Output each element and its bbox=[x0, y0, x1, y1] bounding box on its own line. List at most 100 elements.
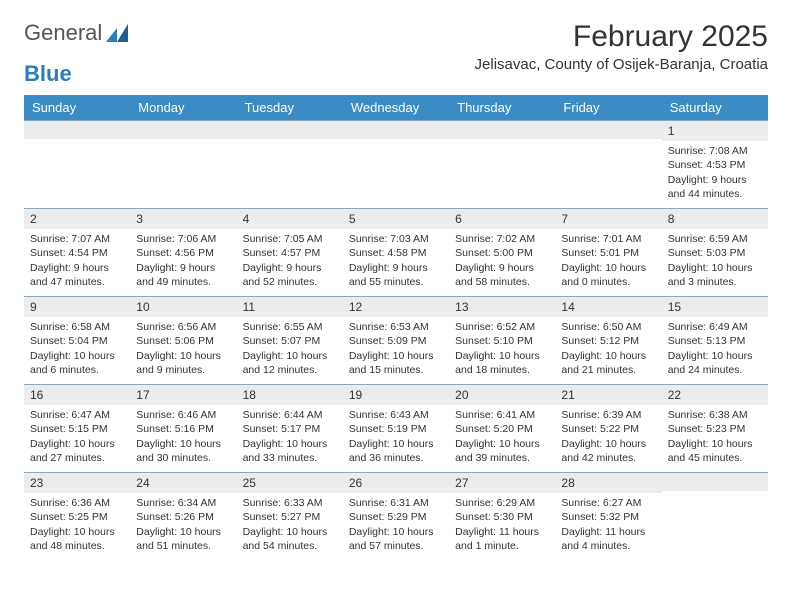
day-number bbox=[343, 121, 449, 139]
cell-daylight2: and 51 minutes. bbox=[136, 539, 230, 553]
cell-daylight1: Daylight: 10 hours bbox=[349, 525, 443, 539]
cell-sunset: Sunset: 5:23 PM bbox=[668, 422, 762, 436]
cell-daylight1: Daylight: 9 hours bbox=[30, 261, 124, 275]
cell-sunset: Sunset: 5:13 PM bbox=[668, 334, 762, 348]
cell-sunset: Sunset: 4:58 PM bbox=[349, 246, 443, 260]
calendar-cell: 20Sunrise: 6:41 AMSunset: 5:20 PMDayligh… bbox=[449, 384, 555, 472]
calendar-cell: 11Sunrise: 6:55 AMSunset: 5:07 PMDayligh… bbox=[237, 296, 343, 384]
calendar-cell: 10 Sunrise: 6:56 AMSunset: 5:06 PMDayligh… bbox=[130, 296, 236, 384]
logo-text-a: General bbox=[24, 20, 102, 46]
cell-sunset: Sunset: 5:12 PM bbox=[561, 334, 655, 348]
cell-daylight2: and 12 minutes. bbox=[243, 363, 337, 377]
calendar-cell: 13Sunrise: 6:52 AMSunset: 5:10 PMDayligh… bbox=[449, 296, 555, 384]
cell-daylight2: and 4 minutes. bbox=[561, 539, 655, 553]
cell-sunrise: Sunrise: 6:55 AM bbox=[243, 320, 337, 334]
cell-daylight2: and 33 minutes. bbox=[243, 451, 337, 465]
cell-daylight1: Daylight: 10 hours bbox=[668, 349, 762, 363]
cell-daylight2: and 49 minutes. bbox=[136, 275, 230, 289]
day-number: 20 bbox=[449, 385, 555, 405]
calendar-cell: 19Sunrise: 6:43 AMSunset: 5:19 PMDayligh… bbox=[343, 384, 449, 472]
calendar-cell: 18Sunrise: 6:44 AMSunset: 5:17 PMDayligh… bbox=[237, 384, 343, 472]
cell-sunset: Sunset: 4:54 PM bbox=[30, 246, 124, 260]
cell-daylight2: and 45 minutes. bbox=[668, 451, 762, 465]
cell-sunset: Sunset: 5:04 PM bbox=[30, 334, 124, 348]
cell-daylight2: and 24 minutes. bbox=[668, 363, 762, 377]
calendar-cell: 1Sunrise: 7:08 AMSunset: 4:53 PMDaylight… bbox=[662, 120, 768, 208]
day-number: 7 bbox=[555, 209, 661, 229]
cell-sunset: Sunset: 4:56 PM bbox=[136, 246, 230, 260]
calendar-cell: 28Sunrise: 6:27 AMSunset: 5:32 PMDayligh… bbox=[555, 472, 661, 560]
weekday-mon: Monday bbox=[130, 95, 236, 120]
day-number: 21 bbox=[555, 385, 661, 405]
cell-sunset: Sunset: 5:32 PM bbox=[561, 510, 655, 524]
cell-sunset: Sunset: 5:10 PM bbox=[455, 334, 549, 348]
cell-sunset: Sunset: 5:09 PM bbox=[349, 334, 443, 348]
day-number: 6 bbox=[449, 209, 555, 229]
cell-sunrise: Sunrise: 6:39 AM bbox=[561, 408, 655, 422]
calendar-cell bbox=[130, 120, 236, 208]
cell-daylight2: and 0 minutes. bbox=[561, 275, 655, 289]
cell-daylight1: Daylight: 10 hours bbox=[243, 437, 337, 451]
cell-daylight2: and 36 minutes. bbox=[349, 451, 443, 465]
calendar-cell: 9Sunrise: 6:58 AMSunset: 5:04 PMDaylight… bbox=[24, 296, 130, 384]
cell-daylight2: and 44 minutes. bbox=[668, 187, 762, 201]
cell-daylight2: and 54 minutes. bbox=[243, 539, 337, 553]
day-number: 15 bbox=[662, 297, 768, 317]
day-number: 13 bbox=[449, 297, 555, 317]
day-number: 23 bbox=[24, 473, 130, 493]
day-number: 25 bbox=[237, 473, 343, 493]
cell-daylight1: Daylight: 10 hours bbox=[455, 437, 549, 451]
cell-daylight1: Daylight: 10 hours bbox=[561, 261, 655, 275]
weekday-sat: Saturday bbox=[662, 95, 768, 120]
day-number: 11 bbox=[237, 297, 343, 317]
weekday-wed: Wednesday bbox=[343, 95, 449, 120]
calendar-cell bbox=[24, 120, 130, 208]
cell-daylight1: Daylight: 11 hours bbox=[455, 525, 549, 539]
weekday-tue: Tuesday bbox=[237, 95, 343, 120]
calendar-cell: 23Sunrise: 6:36 AMSunset: 5:25 PMDayligh… bbox=[24, 472, 130, 560]
month-title: February 2025 bbox=[475, 20, 768, 54]
cell-sunrise: Sunrise: 6:33 AM bbox=[243, 496, 337, 510]
cell-sunset: Sunset: 5:29 PM bbox=[349, 510, 443, 524]
cell-sunset: Sunset: 5:27 PM bbox=[243, 510, 337, 524]
cell-daylight1: Daylight: 10 hours bbox=[136, 525, 230, 539]
cell-daylight2: and 9 minutes. bbox=[136, 363, 230, 377]
cell-sunrise: Sunrise: 6:29 AM bbox=[455, 496, 549, 510]
cell-daylight2: and 18 minutes. bbox=[455, 363, 549, 377]
calendar-cell: 16Sunrise: 6:47 AMSunset: 5:15 PMDayligh… bbox=[24, 384, 130, 472]
calendar-cell: 27Sunrise: 6:29 AMSunset: 5:30 PMDayligh… bbox=[449, 472, 555, 560]
cell-sunrise: Sunrise: 6:34 AM bbox=[136, 496, 230, 510]
day-number bbox=[662, 473, 768, 491]
cell-sunrise: Sunrise: 6:36 AM bbox=[30, 496, 124, 510]
calendar-cell bbox=[449, 120, 555, 208]
cell-sunrise: Sunrise: 6:43 AM bbox=[349, 408, 443, 422]
cell-sunrise: Sunrise: 6:59 AM bbox=[668, 232, 762, 246]
cell-daylight2: and 15 minutes. bbox=[349, 363, 443, 377]
cell-daylight2: and 52 minutes. bbox=[243, 275, 337, 289]
cell-sunset: Sunset: 5:06 PM bbox=[136, 334, 230, 348]
day-number: 9 bbox=[24, 297, 130, 317]
cell-daylight1: Daylight: 10 hours bbox=[561, 437, 655, 451]
cell-daylight1: Daylight: 9 hours bbox=[243, 261, 337, 275]
weekday-header: Sunday Monday Tuesday Wednesday Thursday… bbox=[24, 95, 768, 120]
day-number bbox=[24, 121, 130, 139]
day-number: 24 bbox=[130, 473, 236, 493]
cell-sunset: Sunset: 5:20 PM bbox=[455, 422, 549, 436]
day-number bbox=[130, 121, 236, 139]
cell-sunset: Sunset: 5:22 PM bbox=[561, 422, 655, 436]
title-block: February 2025 Jelisavac, County of Osije… bbox=[475, 20, 768, 79]
cell-sunrise: Sunrise: 7:07 AM bbox=[30, 232, 124, 246]
cell-sunset: Sunset: 5:19 PM bbox=[349, 422, 443, 436]
day-number: 28 bbox=[555, 473, 661, 493]
cell-sunset: Sunset: 5:15 PM bbox=[30, 422, 124, 436]
cell-daylight1: Daylight: 10 hours bbox=[136, 349, 230, 363]
calendar-cell: 14Sunrise: 6:50 AMSunset: 5:12 PMDayligh… bbox=[555, 296, 661, 384]
cell-sunrise: Sunrise: 6:49 AM bbox=[668, 320, 762, 334]
day-number: 10 bbox=[130, 297, 236, 317]
calendar-cell: 8Sunrise: 6:59 AMSunset: 5:03 PMDaylight… bbox=[662, 208, 768, 296]
cell-daylight1: Daylight: 10 hours bbox=[243, 525, 337, 539]
day-number: 8 bbox=[662, 209, 768, 229]
day-number: 17 bbox=[130, 385, 236, 405]
cell-sunrise: Sunrise: 6:56 AM bbox=[136, 320, 230, 334]
calendar-cell: 17Sunrise: 6:46 AMSunset: 5:16 PMDayligh… bbox=[130, 384, 236, 472]
